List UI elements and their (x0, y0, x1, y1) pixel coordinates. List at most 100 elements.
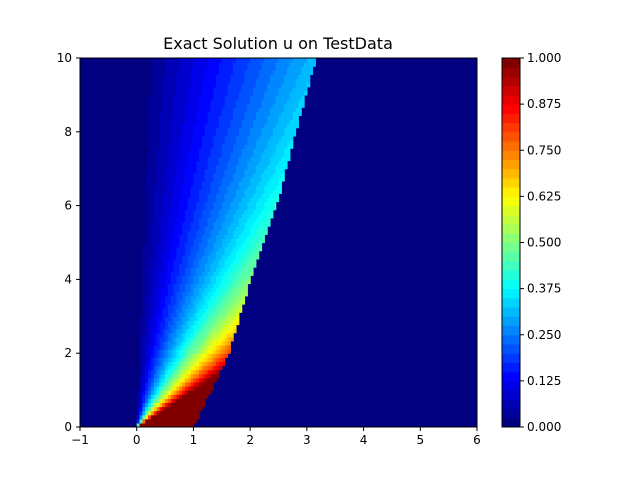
field-cell (182, 86, 186, 92)
field-cell (187, 340, 192, 346)
field-cell (204, 107, 209, 112)
field-cell (264, 144, 268, 149)
field-cell (252, 193, 257, 198)
field-cell (190, 86, 195, 92)
field-cell (187, 156, 192, 162)
field-cell (176, 414, 180, 420)
field-cell (261, 234, 265, 239)
field-cell (235, 144, 240, 149)
field-cell (230, 291, 234, 297)
field-cell (136, 271, 141, 276)
field-cell (148, 107, 152, 112)
field-cell (258, 119, 263, 125)
field-cell (142, 267, 146, 272)
field-cell (196, 111, 200, 116)
field-cell (272, 185, 277, 190)
field-cell (179, 127, 183, 133)
field-cell (165, 402, 169, 408)
field-cell (233, 201, 237, 207)
field-cell (159, 119, 163, 125)
field-cell (238, 172, 243, 178)
field-cell (252, 103, 257, 108)
field-cell (204, 197, 209, 203)
field-cell (182, 295, 186, 301)
field-cell (167, 189, 172, 194)
field-cell (247, 119, 251, 125)
field-cell (235, 99, 240, 104)
field-cell (184, 213, 189, 219)
field-cell (218, 340, 223, 346)
field-cell (176, 152, 180, 157)
field-cell (289, 90, 294, 96)
field-cell (139, 78, 143, 84)
field-cell (252, 213, 257, 219)
field-cell (136, 226, 141, 231)
field-cell (182, 353, 186, 358)
field-cell (298, 70, 302, 75)
field-cell (227, 213, 231, 219)
field-cell (244, 103, 248, 108)
field-cell (207, 86, 212, 92)
field-cell (170, 361, 175, 367)
field-cell (142, 94, 146, 100)
field-cell (190, 193, 195, 198)
field-cell (218, 103, 223, 108)
field-cell (221, 312, 226, 317)
field-cell (196, 242, 200, 248)
field-cell (224, 336, 229, 342)
field-cell (304, 62, 308, 67)
field-cell (173, 312, 178, 317)
field-cell (221, 254, 226, 260)
field-cell (213, 160, 217, 166)
field-cell (207, 295, 212, 301)
field-cell (196, 131, 200, 137)
field-cell (136, 242, 141, 248)
field-cell (184, 111, 189, 116)
field-cell (150, 115, 155, 121)
field-cell (306, 70, 311, 75)
field-cell (252, 226, 257, 231)
field-cell (281, 144, 285, 149)
field-cell (267, 144, 271, 149)
field-cell (193, 402, 197, 408)
field-cell (176, 242, 180, 248)
field-cell (179, 328, 183, 334)
field-cell (218, 107, 223, 112)
field-cell (139, 320, 143, 326)
field-cell (233, 287, 237, 293)
field-cell (145, 62, 149, 67)
field-cell (139, 373, 143, 379)
field-cell (218, 263, 223, 268)
field-cell (173, 365, 178, 371)
field-cell (190, 316, 195, 321)
field-cell (221, 193, 226, 198)
field-cell (301, 74, 305, 80)
field-cell (145, 418, 149, 424)
field-cell (221, 78, 226, 84)
field-cell (156, 381, 160, 387)
field-cell (148, 398, 152, 403)
field-cell (184, 131, 189, 137)
field-cell (187, 361, 192, 367)
field-cell (165, 94, 169, 100)
field-cell (162, 94, 166, 100)
field-cell (269, 82, 274, 88)
field-cell (165, 353, 169, 358)
field-cell (150, 254, 155, 260)
field-cell (272, 156, 277, 162)
field-cell (295, 123, 299, 129)
field-cell (170, 205, 175, 211)
field-cell (170, 410, 175, 416)
field-cell (278, 86, 282, 92)
field-cell (162, 246, 166, 252)
field-cell (278, 131, 282, 137)
field-cell (218, 205, 223, 211)
field-cell (159, 291, 163, 297)
field-cell (173, 271, 178, 276)
field-cell (148, 275, 152, 280)
field-cell (301, 62, 305, 67)
field-cell (227, 291, 231, 297)
field-cell (196, 308, 200, 313)
field-cell (252, 197, 257, 203)
colorbar-band (502, 150, 520, 160)
